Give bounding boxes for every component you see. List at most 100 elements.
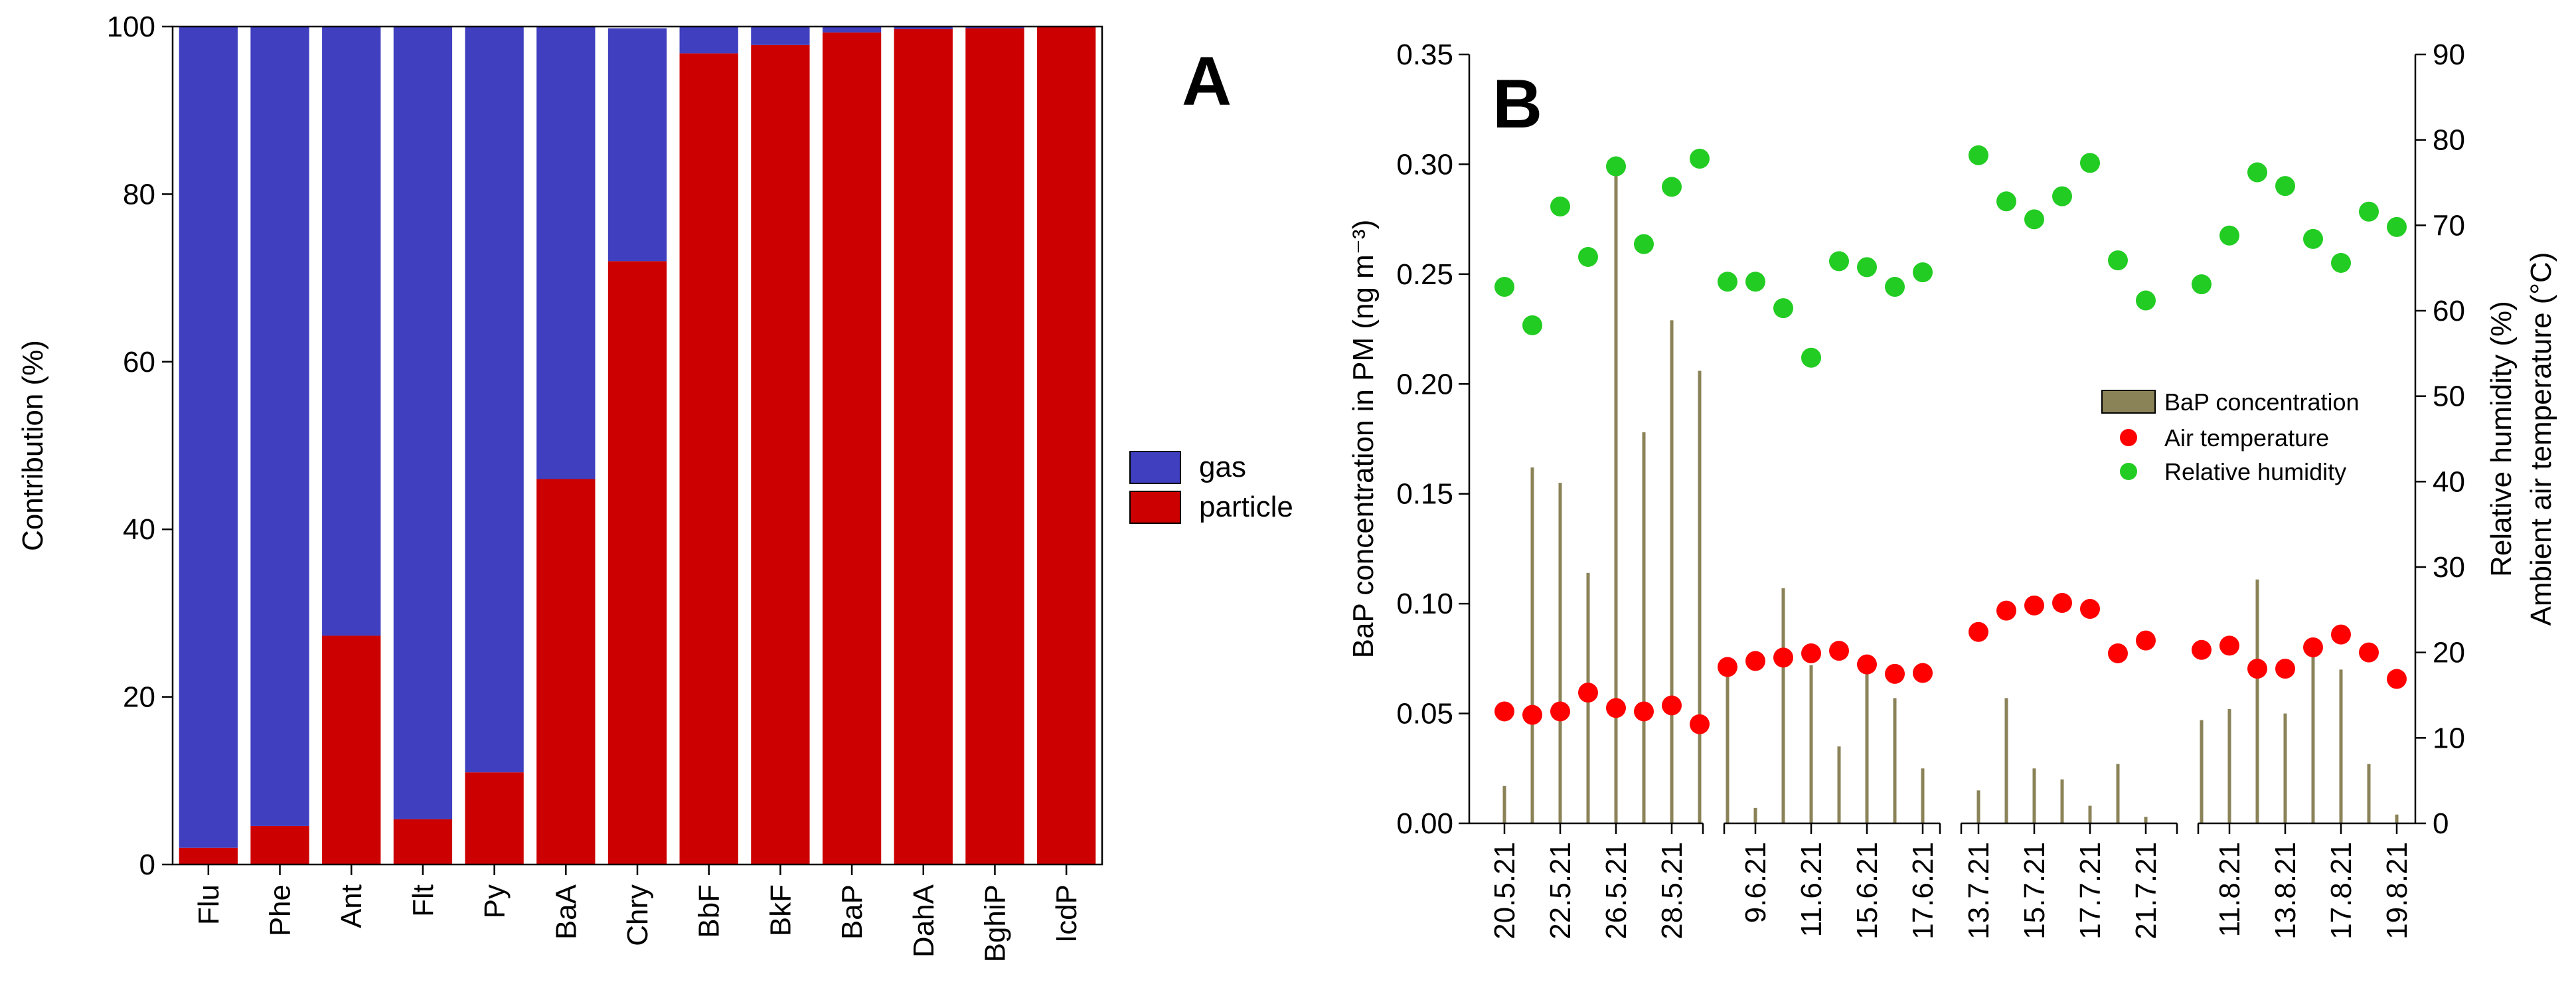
x-tick-label-19.8.21: 19.8.21 [2381, 842, 2413, 940]
panel-b-bap-bars [1502, 169, 2399, 823]
bar-gas-Ant [322, 27, 381, 636]
temp-point-28 [2275, 659, 2295, 679]
temp-point-31 [2359, 642, 2379, 663]
right-y-tick-label-40: 40 [2433, 465, 2465, 498]
rh-point-31 [2359, 201, 2379, 222]
temp-point-29 [2303, 637, 2323, 657]
rh-point-6 [1662, 177, 1682, 197]
left-y-tick-label-0.00: 0.00 [1396, 807, 1453, 840]
left-y-tick-label-0.10: 0.10 [1396, 588, 1453, 620]
x-tick-label-DahA: DahA [908, 884, 940, 957]
bap-bar-6 [1670, 320, 1674, 823]
legend-gas-label: gas [1199, 451, 1246, 483]
right-y-tick-label-80: 80 [2433, 124, 2465, 157]
left-y-tick-label-0.05: 0.05 [1396, 698, 1453, 730]
bap-bar-7 [1698, 370, 1702, 823]
rh-point-29 [2303, 228, 2323, 249]
x-tick-label-13.7.21: 13.7.21 [1963, 842, 1995, 940]
temp-point-32 [2387, 669, 2407, 689]
panel-b-x-axis: 20.5.21 22.5.21 26.5.21 28.5.21 9.6.21 11.6.2… [1469, 822, 2415, 940]
x-tick-label-IcdP: IcdP [1050, 884, 1083, 943]
right-y-tick-label-30: 30 [2433, 551, 2465, 584]
bar-particle-DahA [894, 29, 953, 864]
bap-bar-4 [1614, 169, 1618, 823]
rh-point-14 [1885, 276, 1905, 297]
temp-point-27 [2247, 659, 2267, 679]
temp-point-7 [1690, 714, 1710, 734]
bar-particle-Flt [393, 819, 453, 864]
rh-point-19 [2024, 209, 2044, 230]
bar-particle-Phe [250, 825, 309, 864]
x-tick-label-28.5.21: 28.5.21 [1656, 842, 1688, 940]
temp-point-13 [1857, 654, 1877, 675]
bar-particle-BkF [751, 44, 810, 864]
rh-point-23 [2136, 290, 2156, 311]
panel-b-ylabel-left: BaP concentration in PM (ng m⁻³) [1347, 220, 1380, 659]
x-tick-label-17.7.21: 17.7.21 [2074, 842, 2107, 940]
bar-gas-BkF [751, 27, 810, 45]
temp-point-0 [1494, 701, 1514, 722]
bar-gas-Chry [607, 28, 667, 262]
rh-point-28 [2275, 176, 2295, 197]
bap-bar-30 [2339, 669, 2343, 823]
temp-point-17 [1969, 621, 1988, 642]
x-tick-label-20.5.21: 20.5.21 [1489, 842, 1521, 940]
legend-particle-swatch [1129, 491, 1181, 524]
bap-bar-14 [1893, 698, 1897, 823]
right-y-tick-label-90: 90 [2433, 39, 2465, 71]
y-tick-label-100: 100 [107, 11, 155, 43]
panel-b-legend: BaP concentration Air temperature Relati… [2101, 388, 2360, 485]
x-tick-label-15.7.21: 15.7.21 [2018, 842, 2051, 940]
x-tick-label-11.8.21: 11.8.21 [2214, 842, 2246, 938]
x-tick-label-BaA: BaA [550, 884, 582, 940]
rh-point-2 [1550, 197, 1570, 217]
x-tick-label-Py: Py [479, 884, 511, 918]
bar-gas-BaA [536, 27, 596, 479]
panel-a-ylabel: Contribution (%) [17, 340, 49, 551]
rh-point-18 [1996, 191, 2016, 212]
x-tick-label-BkF: BkF [764, 884, 797, 936]
x-tick-label-15.6.21: 15.6.21 [1851, 842, 1884, 940]
temp-point-26 [2219, 635, 2239, 656]
bap-bar-28 [2283, 713, 2287, 823]
bap-bar-32 [2395, 814, 2399, 823]
bar-gas-Flt [393, 27, 453, 819]
panel-b-rh-points [1494, 145, 2407, 368]
rh-point-15 [1913, 262, 1933, 283]
right-y-tick-label-0: 0 [2433, 807, 2449, 840]
x-tick-label-BghiP: BghiP [979, 884, 1011, 962]
panel-b-right-y-ticks: 0 10 20 30 40 50 60 70 80 90 [2415, 39, 2465, 840]
rh-point-0 [1494, 276, 1514, 297]
temp-point-18 [1996, 600, 2016, 621]
rh-point-25 [2192, 274, 2212, 295]
rh-point-5 [1634, 234, 1654, 254]
bar-particle-Flu [179, 847, 238, 864]
panel-a-legend: gas particle [1129, 451, 1293, 524]
bar-gas-DahA [894, 27, 953, 29]
rh-point-27 [2247, 162, 2267, 183]
right-y-tick-label-60: 60 [2433, 295, 2465, 327]
panel-a-bars [179, 27, 1096, 865]
left-y-tick-label-0.25: 0.25 [1396, 258, 1453, 291]
bar-gas-BbF [679, 27, 738, 54]
y-tick-label-60: 60 [123, 346, 155, 378]
bar-particle-BbF [679, 53, 738, 864]
temp-point-23 [2136, 630, 2156, 651]
x-tick-label-11.6.21: 11.6.21 [1795, 842, 1828, 938]
bap-bar-31 [2367, 764, 2371, 823]
rh-point-8 [1718, 272, 1737, 292]
temp-point-8 [1718, 657, 1737, 677]
bar-gas-BaP [822, 27, 882, 33]
rh-point-11 [1801, 347, 1821, 368]
panel-a-letter: A [1182, 43, 1232, 120]
legend-particle-label: particle [1199, 491, 1293, 523]
legend-rh-marker [2120, 463, 2137, 480]
bap-bar-5 [1642, 432, 1646, 823]
y-tick-label-20: 20 [123, 681, 155, 714]
rh-point-7 [1690, 148, 1710, 169]
y-tick-label-0: 0 [139, 849, 155, 881]
panel-b-left-y-ticks: 0.00 0.05 0.10 0.15 0.20 0.25 0.30 0.35 [1396, 39, 1469, 840]
bap-bar-8 [1726, 669, 1730, 823]
rh-point-30 [2331, 252, 2351, 273]
